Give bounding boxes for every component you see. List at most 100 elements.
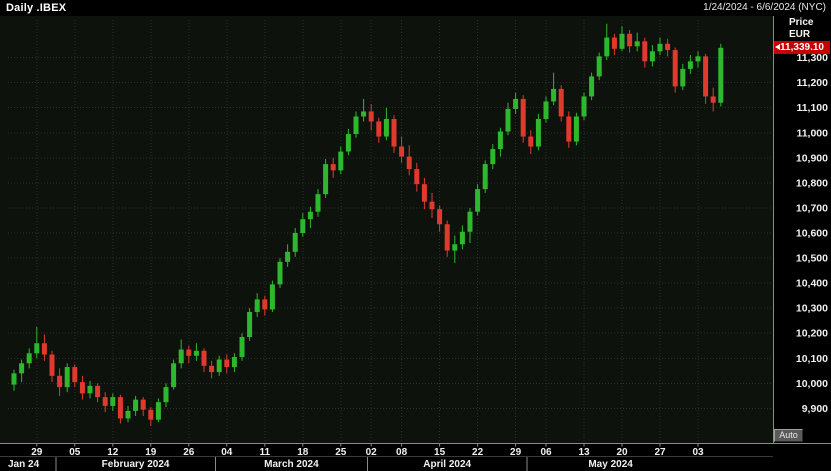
price-axis-label: 11,100	[796, 102, 828, 114]
candle-body	[300, 219, 306, 234]
candle-body	[703, 56, 709, 97]
candle-body	[292, 233, 298, 252]
time-axis-labels[interactable]: 29 05 12 19 26 04 11 18 25 02 08 15 22 29 06 13 20 27 03	[31, 443, 704, 459]
candle-body	[672, 50, 678, 87]
month-label: Jan 24	[8, 459, 40, 470]
price-axis-label: 11,200	[796, 77, 828, 89]
price-axis-label: 11,300	[796, 52, 828, 64]
candle-body	[247, 311, 253, 338]
candle-body	[57, 375, 63, 388]
candle-body	[619, 33, 625, 49]
time-axis-label: 18	[297, 447, 309, 458]
candle-body	[649, 51, 655, 62]
price-axis-labels[interactable]: 9,900 10,000 10,100 10,200 10,300 10,400 10,50…	[796, 52, 828, 415]
time-axis-label: 11	[260, 447, 271, 458]
price-axis-label: 10,800	[796, 177, 828, 189]
price-axis-label: 10,900	[796, 152, 828, 164]
candle-body	[133, 399, 139, 411]
time-axis-label: 03	[692, 447, 704, 458]
price-axis-label: 10,600	[796, 228, 828, 240]
candle-body	[102, 397, 108, 406]
time-axis-label: 20	[616, 447, 628, 458]
candle-body	[41, 343, 47, 355]
candle-body	[459, 231, 465, 245]
time-axis-label: 06	[540, 447, 552, 458]
candle-body	[209, 365, 215, 373]
time-axis-label: 25	[335, 447, 347, 458]
candle-body	[140, 399, 146, 410]
time-axis-label: 19	[145, 447, 157, 458]
price-axis-label: 10,300	[796, 303, 828, 315]
candles	[11, 23, 724, 426]
time-axis-label: 02	[366, 447, 378, 458]
candle-body	[368, 111, 374, 122]
candle-body	[330, 164, 336, 171]
price-axis-label: 10,700	[796, 202, 828, 214]
currency-label: EUR	[789, 29, 811, 40]
candle-body	[79, 382, 85, 394]
candle-body	[414, 169, 420, 185]
candle-body	[26, 353, 32, 364]
candle-body	[285, 251, 291, 262]
axis-lines	[0, 16, 831, 457]
candle-body	[596, 56, 602, 77]
candle-body	[497, 131, 503, 150]
time-axis-label: 29	[510, 447, 522, 458]
candle-body	[634, 41, 640, 47]
candle-body	[110, 397, 116, 406]
candle-body	[642, 41, 648, 62]
candle-body	[338, 151, 344, 171]
candle-body	[718, 47, 724, 103]
candle-body	[216, 359, 222, 373]
price-axis-title: Price	[789, 17, 814, 28]
candle-body	[399, 146, 405, 157]
candle-body	[193, 350, 199, 356]
candle-body	[186, 349, 192, 356]
time-axis-label: 12	[107, 447, 119, 458]
auto-scale-button[interactable]: Auto	[774, 429, 803, 442]
month-label: April 2024	[423, 459, 471, 470]
time-axis-label: 22	[472, 447, 484, 458]
candle-body	[421, 184, 427, 202]
candle-body	[535, 118, 541, 147]
candle-body	[345, 134, 351, 152]
candle-body	[148, 409, 154, 420]
candle-body	[307, 211, 313, 220]
candle-body	[11, 373, 17, 385]
candle-body	[353, 116, 359, 135]
time-axis-label: 15	[434, 447, 446, 458]
chart-title: Daily .IBEX	[6, 2, 67, 14]
chart-header: Daily .IBEX 1/24/2024 - 6/6/2024 (NYC)	[0, 0, 831, 16]
candle-body	[551, 88, 557, 102]
candle-body	[505, 108, 511, 132]
candle-body	[391, 118, 397, 147]
candle-body	[95, 385, 101, 398]
candle-body	[543, 101, 549, 119]
candle-body	[627, 33, 633, 47]
candle-body	[277, 261, 283, 285]
price-axis-label: 10,200	[796, 328, 828, 340]
candle-body	[117, 397, 123, 419]
candle-body	[64, 367, 70, 388]
plot-background	[0, 16, 773, 443]
last-price-tag: 11,339.10	[774, 41, 830, 55]
candle-body	[695, 56, 701, 62]
month-label: May 2024	[588, 459, 633, 470]
candle-body	[665, 43, 671, 51]
candle-body	[201, 350, 207, 366]
candle-body	[490, 149, 496, 165]
candle-body	[573, 116, 579, 142]
candle-body	[163, 387, 169, 403]
price-axis-label: 10,400	[796, 278, 828, 290]
candle-body	[34, 343, 40, 354]
candle-body	[262, 299, 268, 310]
candle-body	[406, 156, 412, 170]
candle-body	[178, 349, 184, 364]
candle-body	[72, 367, 78, 383]
candle-body	[520, 98, 526, 137]
candle-body	[680, 68, 686, 87]
candle-body	[467, 211, 473, 232]
candle-body	[710, 96, 716, 103]
time-axis-label: 08	[396, 447, 408, 458]
